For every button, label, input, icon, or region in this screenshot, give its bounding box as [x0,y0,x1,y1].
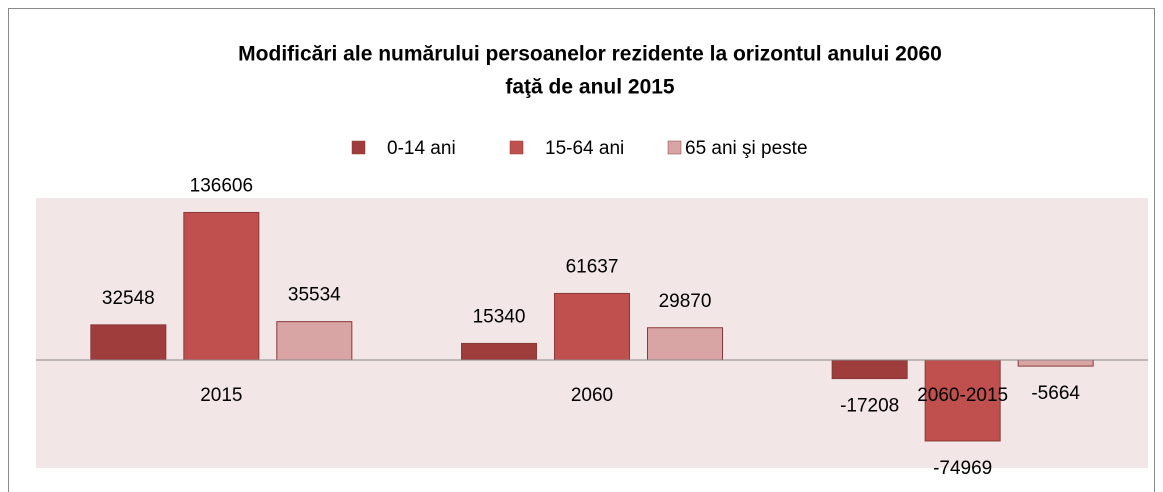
data-label: 15340 [473,306,526,327]
data-label: -74969 [933,458,992,479]
bar [461,342,537,361]
bar [924,359,1001,442]
legend-swatch [351,140,366,155]
data-label: -17208 [840,396,899,417]
legend-swatch [667,140,682,155]
bar [554,292,630,361]
legend-label: 0-14 ani [387,138,456,159]
data-label: -5664 [1031,383,1080,404]
bar [276,321,353,361]
bar [183,211,260,361]
data-label: 136606 [190,175,253,196]
data-label: 35534 [288,285,341,306]
chart-title: faţă de anul 2015 [505,76,675,99]
x-tick-label: 2060 [571,385,613,406]
data-label: 61637 [566,256,619,277]
legend-label: 15-64 ani [545,138,624,159]
chart-title: Modificări ale numărului persoanelor rez… [238,43,942,66]
bar [1017,359,1094,367]
legend-swatch [509,140,524,155]
bar [831,359,908,380]
x-tick-label: 2015 [200,385,242,406]
bar [647,327,723,361]
data-label: 32548 [102,288,155,309]
data-label: 29870 [659,291,712,312]
legend-label: 65 ani şi peste [685,138,808,159]
x-tick-label: 2060-2015 [917,385,1008,406]
bar [90,324,167,361]
